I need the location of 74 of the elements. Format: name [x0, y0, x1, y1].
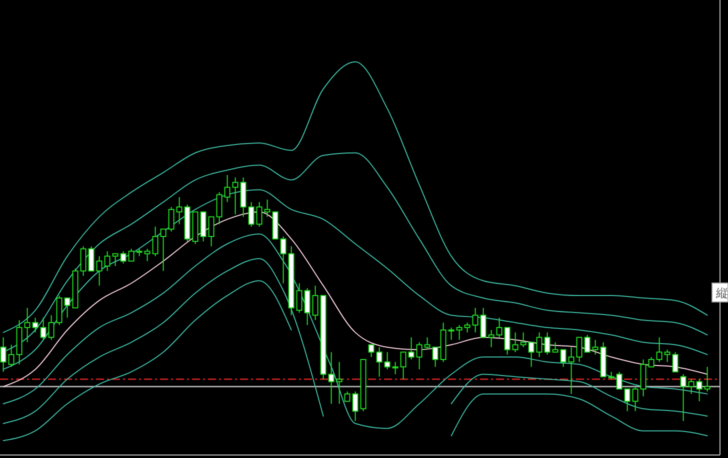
candlestick [568, 346, 574, 394]
candlestick [552, 342, 558, 353]
candlestick [208, 216, 214, 247]
candlestick [8, 344, 14, 368]
candlestick [312, 285, 318, 321]
candlestick [264, 199, 270, 218]
candlestick [648, 356, 654, 368]
candlestick [96, 256, 102, 286]
candlestick [392, 361, 398, 375]
candlestick [576, 336, 582, 362]
candlestick [488, 329, 494, 348]
candlestick [152, 226, 158, 257]
candlestick [584, 334, 590, 353]
candlestick [384, 352, 390, 370]
candlestick [424, 336, 430, 350]
candlestick [376, 346, 382, 378]
candlestick [328, 352, 334, 404]
candlestick [232, 176, 238, 215]
candlestick [304, 288, 310, 326]
candlestick [408, 336, 414, 360]
candlestick [680, 374, 686, 422]
candlestick [216, 192, 222, 225]
candlestick [32, 317, 38, 333]
candlestick [24, 307, 30, 343]
candlestick [248, 202, 254, 228]
candlestick [80, 246, 86, 276]
candlestick [120, 250, 126, 264]
candlestick [448, 327, 454, 340]
candlestick [416, 342, 422, 370]
candlestick [664, 349, 670, 362]
candlestick [472, 307, 478, 333]
candlestick [128, 248, 134, 262]
candlestick [560, 349, 566, 368]
candlestick [496, 317, 502, 338]
candlestick [168, 206, 174, 232]
candlestick [104, 250, 110, 272]
candlestick [256, 202, 262, 228]
candlestick [536, 332, 542, 358]
candlestick [400, 352, 406, 380]
candlestick [40, 317, 46, 340]
candlestick [352, 390, 358, 422]
candlestick [432, 346, 438, 368]
candlestick [512, 332, 518, 353]
candlestick [88, 246, 94, 272]
candlestick [528, 342, 534, 368]
candlestick [504, 327, 510, 356]
candlestick [456, 324, 462, 340]
annotation: 縦 [715, 286, 728, 300]
candlestick [368, 344, 374, 358]
candlestick [632, 386, 638, 412]
candlestick [672, 352, 678, 372]
candlestick [160, 228, 166, 272]
candlestick [592, 339, 598, 356]
candlestick [0, 336, 6, 372]
candlestick [520, 332, 526, 348]
candlestick [176, 196, 182, 225]
candlestick [344, 390, 350, 402]
candlestick [480, 307, 486, 338]
candlestick [64, 298, 70, 318]
candlestick [112, 253, 118, 267]
candlestick [48, 314, 54, 340]
candlestick [704, 366, 710, 392]
candlestick [696, 378, 702, 402]
candlestick [296, 282, 302, 314]
candlestick [688, 378, 694, 394]
candlestick [280, 236, 286, 284]
candlestick [224, 174, 230, 203]
candlestick [144, 248, 150, 262]
candlestick [464, 322, 470, 333]
candlestick [544, 332, 550, 356]
candlestick [624, 388, 630, 412]
candlestick [336, 361, 342, 404]
candlestick [616, 371, 622, 390]
candlestick [656, 336, 662, 362]
